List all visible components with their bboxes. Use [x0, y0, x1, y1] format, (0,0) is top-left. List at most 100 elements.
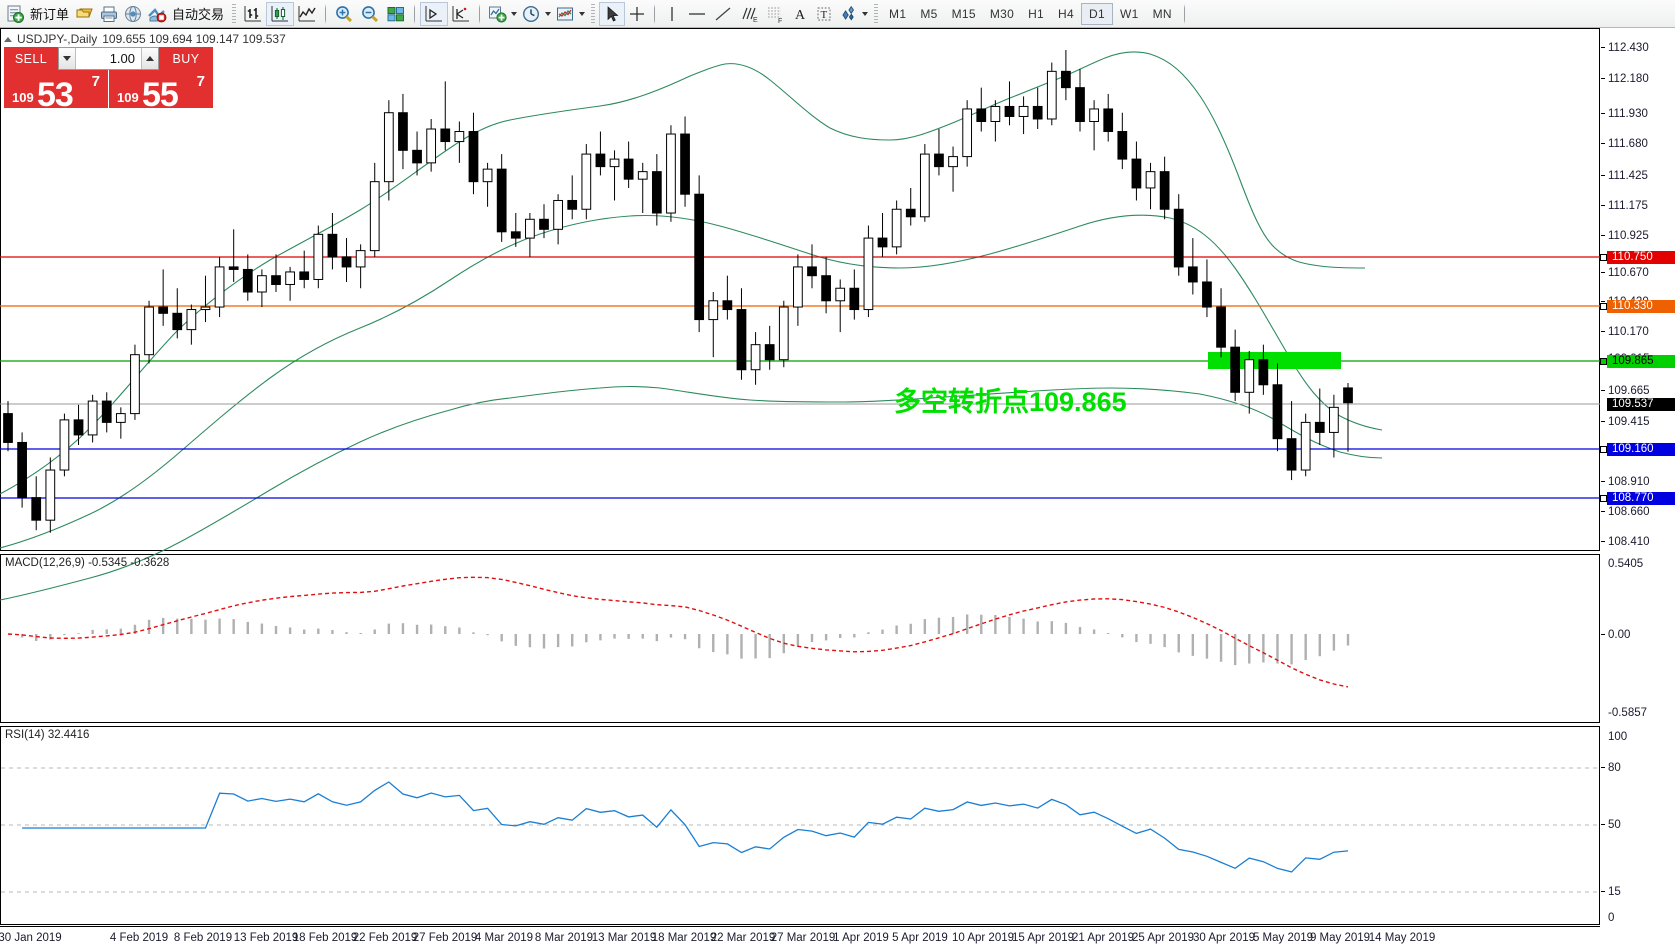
price-badge-109160[interactable]: 109.160	[1607, 443, 1675, 456]
price-handle-110330[interactable]	[1600, 303, 1607, 310]
templates-button[interactable]	[553, 2, 587, 26]
cursor-button[interactable]	[599, 1, 626, 26]
zoom-out-button[interactable]	[357, 2, 383, 26]
period-button[interactable]	[519, 2, 553, 26]
signals-button[interactable]	[121, 2, 145, 26]
new-order-button[interactable]: 新订单	[3, 2, 73, 26]
timeframe-m30[interactable]: M30	[989, 6, 1015, 21]
period-icon	[523, 5, 540, 22]
fibonacci-button[interactable]: F	[762, 2, 788, 26]
svg-text:T: T	[821, 9, 828, 21]
shift-end-icon	[425, 5, 443, 21]
y-tick-111930: 111.930	[1600, 108, 1675, 120]
svg-text:E: E	[753, 17, 758, 24]
toolbar-separator-4	[654, 3, 656, 24]
x-tick-4: 18 Feb 2019	[292, 932, 358, 944]
timeframe-w1[interactable]: W1	[1119, 6, 1139, 21]
folder-icon	[76, 8, 93, 17]
buy-button[interactable]: BUY	[159, 47, 213, 70]
price-handle-109160[interactable]	[1600, 446, 1607, 453]
volume-decrease-button[interactable]	[59, 48, 76, 69]
toolbar-grip-2[interactable]	[591, 3, 596, 24]
indicators-caret-icon[interactable]	[511, 11, 518, 16]
x-tick-20: 5 May 2019	[1252, 932, 1314, 944]
bar-chart-button[interactable]	[240, 2, 266, 26]
timeframe-m15[interactable]: M15	[951, 6, 976, 21]
x-tick-22: 14 May 2019	[1368, 932, 1436, 944]
vertical-line-button[interactable]	[660, 2, 684, 26]
shapes-caret-icon[interactable]	[862, 11, 869, 16]
shapes-button[interactable]	[836, 2, 870, 26]
sell-price-box[interactable]: 109 53 7	[4, 70, 108, 112]
price-badge-108770[interactable]: 108.770	[1607, 492, 1675, 505]
text-button[interactable]: A	[788, 2, 812, 26]
price-badge-109865[interactable]: 109.865	[1607, 355, 1675, 368]
buy-price-box[interactable]: 109 55 7	[109, 70, 213, 112]
bollinger-upper-band	[0, 51, 1366, 495]
y-tick-rsi-80: 80	[1600, 762, 1675, 774]
timeframe-h4[interactable]: H4	[1058, 6, 1074, 21]
highlight-rectangle	[1208, 352, 1341, 369]
price-badge-110750[interactable]: 110.750	[1607, 251, 1675, 264]
toolbar-grip-3[interactable]	[874, 3, 879, 24]
shift-end-button[interactable]	[420, 1, 449, 26]
autotrading-button[interactable]: 自动交易	[145, 2, 228, 26]
chart-window[interactable]: USDJPY-,Daily 109.655 109.694 109.147 10…	[0, 28, 1675, 952]
y-tick-110925: 110.925	[1600, 230, 1675, 242]
macd-indicator-title: MACD(12,26,9) -0.5345 -0.3628	[5, 557, 170, 569]
rsi-line	[22, 781, 1349, 873]
x-tick-0: 30 Jan 2019	[0, 932, 62, 944]
price-handle-109865[interactable]	[1600, 358, 1607, 365]
timeframe-m1[interactable]: M1	[889, 6, 907, 21]
cursor-icon	[607, 5, 619, 21]
timeframe-h1[interactable]: H1	[1028, 6, 1045, 21]
trendline-button[interactable]	[710, 2, 736, 26]
sell-button[interactable]: SELL	[4, 47, 58, 70]
candlestick-chart-button[interactable]	[266, 1, 295, 26]
x-tick-10: 18 Mar 2019	[651, 932, 717, 944]
price-handle-108770[interactable]	[1600, 495, 1607, 502]
shapes-icon	[842, 5, 855, 20]
x-tick-5: 22 Feb 2019	[352, 932, 418, 944]
templates-caret-icon[interactable]	[579, 11, 586, 16]
elliott-wave-button[interactable]: E	[736, 2, 762, 26]
x-tick-2: 8 Feb 2019	[173, 932, 233, 944]
zoom-in-button[interactable]	[331, 2, 357, 26]
period-caret-icon[interactable]	[545, 11, 552, 16]
folder-button[interactable]	[73, 2, 97, 26]
crosshair-button[interactable]	[625, 2, 649, 26]
time-axis[interactable]: 30 Jan 2019 4 Feb 2019 8 Feb 2019 13 Feb…	[0, 926, 1600, 952]
x-tick-14: 5 Apr 2019	[892, 932, 948, 944]
one-click-trading-panel[interactable]: SELL 1.00 BUY 109 53 7	[4, 47, 213, 112]
toolbar-separator-5	[1183, 3, 1185, 24]
price-axis[interactable]: 112.430 112.180 111.930 111.680 111.425 …	[1600, 28, 1675, 952]
indicators-button[interactable]	[485, 2, 519, 26]
tile-windows-button[interactable]	[383, 2, 409, 26]
volume-stepper[interactable]: 1.00	[58, 47, 159, 70]
rsi-indicator-title: RSI(14) 32.4416	[5, 729, 90, 741]
horizontal-line-button[interactable]	[684, 2, 710, 26]
toolbar-separator-2	[414, 3, 416, 24]
price-handle-110750[interactable]	[1600, 254, 1607, 261]
volume-input[interactable]: 1.00	[76, 48, 141, 69]
price-badge-110330[interactable]: 110.330	[1607, 300, 1675, 313]
rsi-series	[1, 767, 1599, 893]
timeframe-mn[interactable]: MN	[1152, 6, 1172, 21]
toolbar-grip[interactable]	[232, 3, 237, 24]
x-tick-6: 27 Feb 2019	[412, 932, 478, 944]
y-tick-108910: 108.910	[1600, 476, 1675, 488]
x-tick-13: 1 Apr 2019	[833, 932, 889, 944]
timeframe-m5[interactable]: M5	[920, 6, 938, 21]
toolbar-separator-1	[325, 3, 327, 24]
text-label-button[interactable]: T	[812, 2, 836, 26]
auto-scroll-button[interactable]	[448, 2, 474, 26]
price-pane-graphics	[0, 28, 1600, 925]
collapse-triangle-icon[interactable]	[4, 36, 12, 42]
text-icon: A	[795, 8, 806, 23]
volume-increase-button[interactable]	[141, 48, 158, 69]
print-button[interactable]	[97, 2, 121, 26]
line-chart-button[interactable]	[294, 2, 320, 26]
price-badge-last[interactable]: 109.537	[1607, 398, 1675, 411]
timeframe-d1[interactable]: D1	[1081, 2, 1113, 25]
macd-series	[7, 576, 1350, 688]
